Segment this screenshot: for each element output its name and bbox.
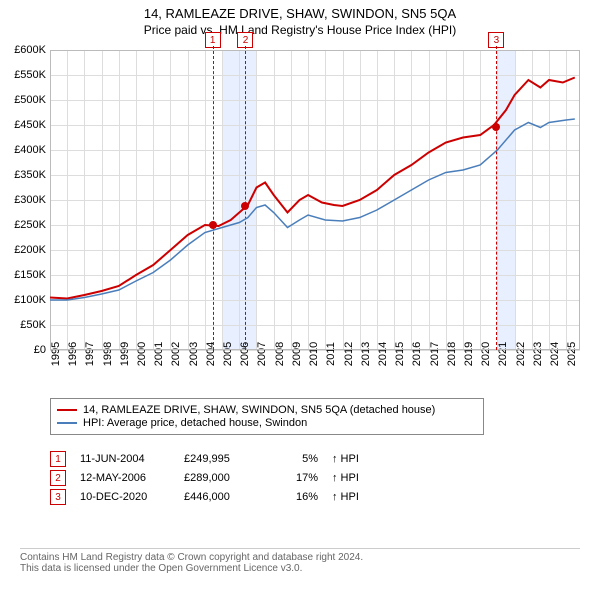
sale-row-badge: 3 — [50, 489, 66, 505]
sale-price: £249,995 — [184, 453, 264, 465]
legend-item: 14, RAMLEAZE DRIVE, SHAW, SWINDON, SN5 5… — [57, 404, 477, 416]
sale-row-badge: 2 — [50, 470, 66, 486]
chart-lines — [50, 50, 580, 350]
y-tick-label: £600K — [14, 44, 46, 56]
legend-item: HPI: Average price, detached house, Swin… — [57, 417, 477, 429]
y-tick-label: £550K — [14, 69, 46, 81]
y-tick-label: £400K — [14, 144, 46, 156]
sale-row-badge: 1 — [50, 451, 66, 467]
legend: 14, RAMLEAZE DRIVE, SHAW, SWINDON, SN5 5… — [50, 398, 484, 435]
footnote: Contains HM Land Registry data © Crown c… — [20, 548, 580, 574]
page-title: 14, RAMLEAZE DRIVE, SHAW, SWINDON, SN5 5… — [0, 0, 600, 21]
sale-row: 1 11-JUN-2004 £249,995 5% ↑ HPI — [50, 451, 359, 467]
series-red — [50, 78, 575, 299]
y-tick-label: £450K — [14, 119, 46, 131]
sale-vs-hpi: ↑ HPI — [332, 491, 359, 503]
sale-dot — [241, 202, 249, 210]
y-tick-label: £250K — [14, 219, 46, 231]
legend-label: 14, RAMLEAZE DRIVE, SHAW, SWINDON, SN5 5… — [83, 404, 435, 416]
price-chart: £0£50K£100K£150K£200K£250K£300K£350K£400… — [50, 50, 580, 350]
sale-price: £446,000 — [184, 491, 264, 503]
legend-swatch — [57, 409, 77, 411]
sale-pct: 16% — [278, 491, 318, 503]
sale-dot — [492, 123, 500, 131]
y-tick-label: £50K — [20, 319, 46, 331]
sale-vs-hpi: ↑ HPI — [332, 472, 359, 484]
legend-label: HPI: Average price, detached house, Swin… — [83, 417, 307, 429]
y-tick-label: £350K — [14, 169, 46, 181]
sale-date: 11-JUN-2004 — [80, 453, 170, 465]
footnote-line: Contains HM Land Registry data © Crown c… — [20, 552, 580, 563]
y-tick-label: £150K — [14, 269, 46, 281]
page-subtitle: Price paid vs. HM Land Registry's House … — [0, 21, 600, 41]
sale-pct: 17% — [278, 472, 318, 484]
sale-dot — [209, 221, 217, 229]
sale-row: 2 12-MAY-2006 £289,000 17% ↑ HPI — [50, 470, 359, 486]
sale-row: 3 10-DEC-2020 £446,000 16% ↑ HPI — [50, 489, 359, 505]
y-tick-label: £300K — [14, 194, 46, 206]
sale-pct: 5% — [278, 453, 318, 465]
footnote-line: This data is licensed under the Open Gov… — [20, 563, 580, 574]
y-tick-label: £0 — [34, 344, 46, 356]
y-tick-label: £200K — [14, 244, 46, 256]
sale-date: 12-MAY-2006 — [80, 472, 170, 484]
y-tick-label: £100K — [14, 294, 46, 306]
y-tick-label: £500K — [14, 94, 46, 106]
legend-swatch — [57, 422, 77, 424]
sale-price: £289,000 — [184, 472, 264, 484]
sale-vs-hpi: ↑ HPI — [332, 453, 359, 465]
sale-date: 10-DEC-2020 — [80, 491, 170, 503]
series-blue — [50, 119, 575, 300]
sales-table: 1 11-JUN-2004 £249,995 5% ↑ HPI 2 12-MAY-2006 £… — [50, 448, 359, 508]
